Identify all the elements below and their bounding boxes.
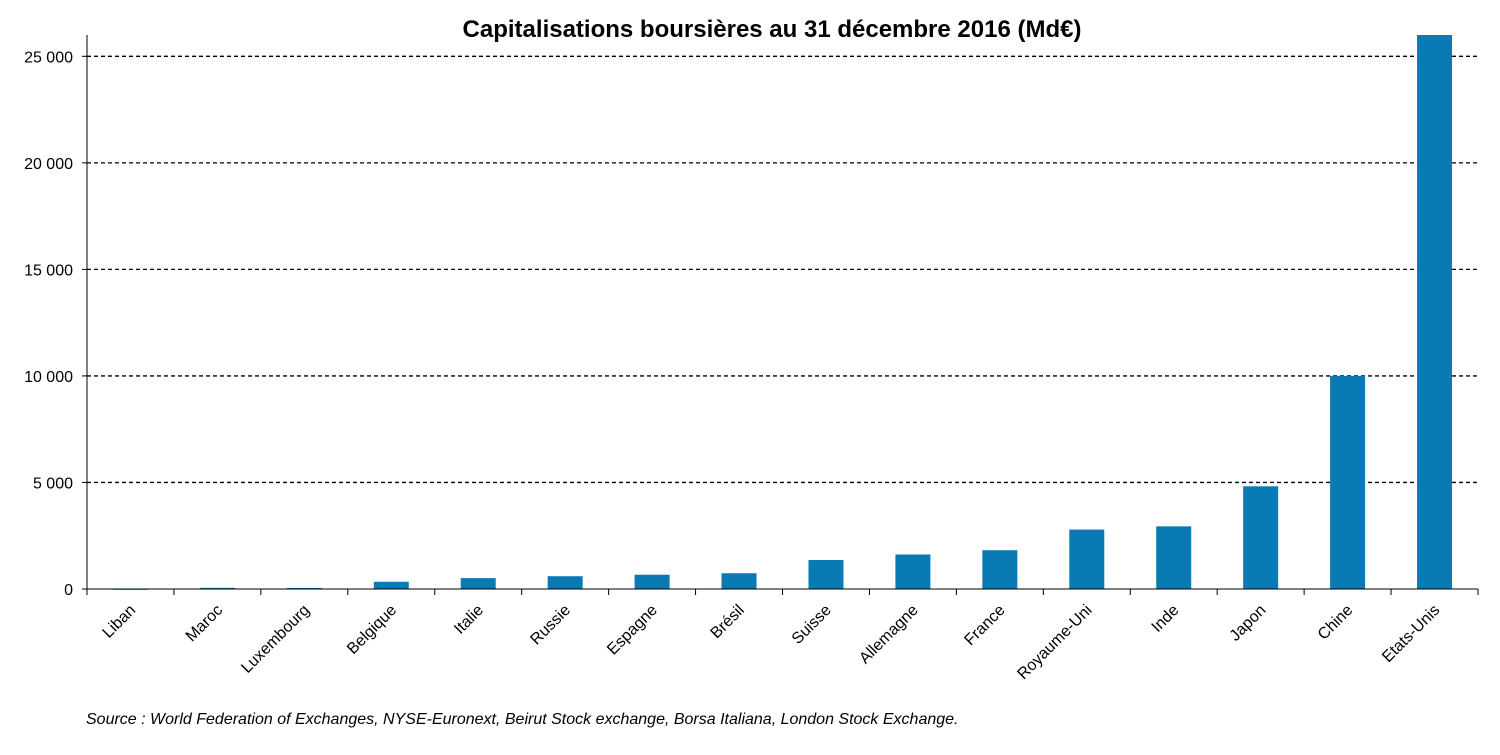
y-axis: 0 5 000 10 000 15 000 20 000 25 000 xyxy=(24,35,88,599)
x-tick-label: Inde xyxy=(1149,602,1183,636)
bar xyxy=(286,587,322,589)
bar xyxy=(1156,526,1192,589)
bar xyxy=(1243,486,1279,589)
bar xyxy=(547,576,583,589)
x-tick-label: Allemagne xyxy=(856,602,922,668)
x-tick-label: Etats-Unis xyxy=(1379,602,1443,666)
bar xyxy=(982,550,1018,589)
x-tick-label: Suisse xyxy=(789,602,835,648)
bar xyxy=(721,573,757,589)
x-tick-label: Royaume-Uni xyxy=(1014,602,1095,683)
bar xyxy=(808,560,844,589)
x-tick-label: France xyxy=(961,602,1008,649)
x-tick-label: Liban xyxy=(100,602,140,642)
x-tick-label: Brésil xyxy=(708,602,748,642)
y-tick-label: 15 000 xyxy=(24,262,73,279)
x-tick-label: Espagne xyxy=(604,602,661,659)
x-tick-label: Italie xyxy=(451,602,487,638)
x-tick-label: Belgique xyxy=(344,602,400,658)
bar xyxy=(199,587,235,589)
bar xyxy=(460,578,496,589)
chart-title: Capitalisations boursières au 31 décembr… xyxy=(463,16,1082,43)
x-tick-label: Maroc xyxy=(183,602,226,645)
gridlines xyxy=(87,55,1478,484)
bar xyxy=(634,574,670,589)
source-note: Source : World Federation of Exchanges, … xyxy=(86,711,958,728)
x-tick-label: Japon xyxy=(1227,602,1270,645)
bar xyxy=(895,554,931,589)
x-tick-label: Luxembourg xyxy=(238,602,313,677)
bar xyxy=(1330,375,1366,589)
x-axis: Liban Maroc Luxembourg Belgique Italie Russie… xyxy=(86,588,1479,683)
bar xyxy=(1417,35,1453,589)
y-tick-label: 0 xyxy=(64,582,73,599)
y-tick-label: 20 000 xyxy=(24,156,73,173)
y-tick-label: 25 000 xyxy=(24,49,73,66)
y-tick-label: 10 000 xyxy=(24,369,73,386)
bar xyxy=(373,581,409,589)
y-tick-label: 5 000 xyxy=(33,475,73,492)
x-tick-label: Russie xyxy=(527,602,574,649)
x-tick-label: Chine xyxy=(1315,602,1357,644)
bars xyxy=(112,35,1453,590)
bar xyxy=(1069,529,1105,589)
